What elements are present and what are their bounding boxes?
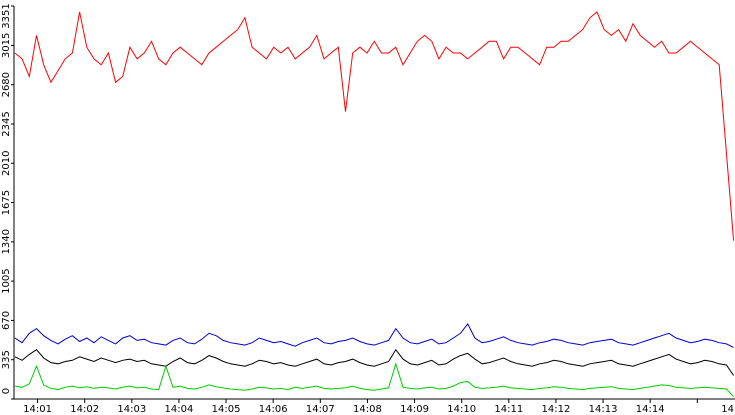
x-axis: 14:01 14:02 14:03 14:04 14:05 14:06 14:07 14:08… xyxy=(14,398,735,415)
x-tick-label: 14:06 xyxy=(259,404,288,415)
x-tick-label: 14:10 xyxy=(447,404,476,415)
y-tick-label: 2345 xyxy=(1,111,12,136)
y-tick-label: 0 xyxy=(1,388,12,394)
x-tick-label: 14:07 xyxy=(306,404,335,415)
y-tick-label: 1005 xyxy=(1,268,12,293)
y-tick-label: 335 xyxy=(1,350,12,369)
x-tick-label: 14:08 xyxy=(353,404,382,415)
x-tick-label: 14:13 xyxy=(589,404,618,415)
y-tick-label: 3015 xyxy=(1,33,12,58)
series-layer xyxy=(14,11,735,398)
series-line-1 xyxy=(14,322,734,348)
series-line-0 xyxy=(14,11,735,241)
series-line-3 xyxy=(14,362,734,398)
y-tick-label: 1340 xyxy=(1,229,12,254)
x-tick-label: 14 xyxy=(721,404,734,415)
y-tick-label: 1675 xyxy=(1,190,12,215)
x-tick-label: 14:14 xyxy=(636,404,665,415)
x-tick-label: 14:12 xyxy=(542,404,571,415)
x-tick-label: 14:02 xyxy=(70,404,99,415)
x-tick-label: 14:01 xyxy=(23,404,52,415)
y-axis: 0 335 670 1005 1340 1675 2010 2345 2680 3015 3351 xyxy=(1,3,15,400)
series-line-2 xyxy=(14,348,735,376)
y-tick-label: 2010 xyxy=(1,151,12,176)
y-tick-label: 3351 xyxy=(1,3,12,28)
x-tick-label: 14:05 xyxy=(212,404,241,415)
y-tick-label: 670 xyxy=(1,311,12,330)
x-tick-label: 14:09 xyxy=(400,404,429,415)
x-tick-label: 14:03 xyxy=(117,404,146,415)
y-tick-label: 2680 xyxy=(1,72,12,97)
x-tick-label: 14:04 xyxy=(165,404,194,415)
x-tick-label: 14:11 xyxy=(494,404,523,415)
